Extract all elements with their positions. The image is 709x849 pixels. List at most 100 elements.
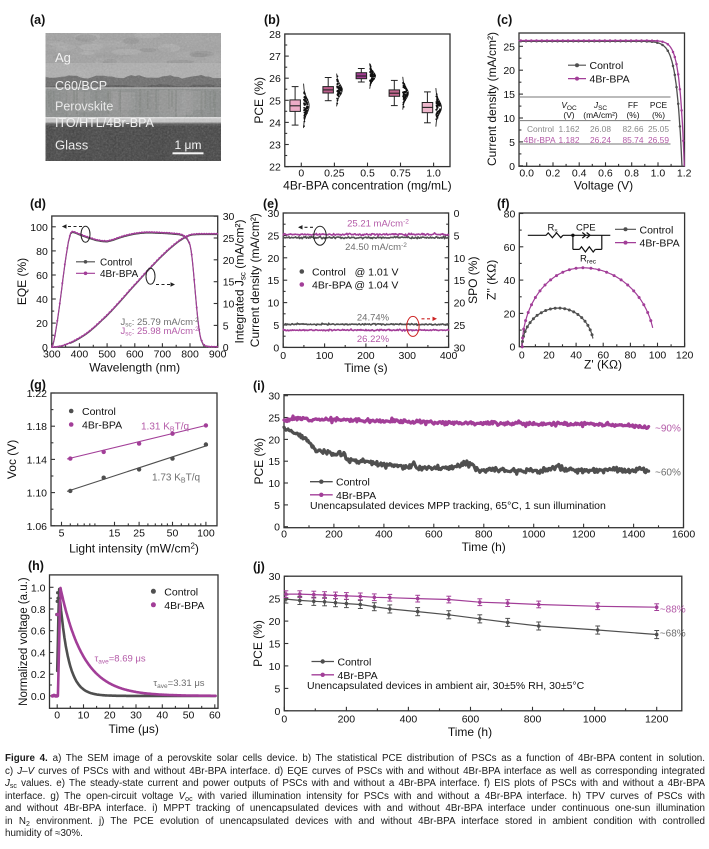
svg-text:25: 25 xyxy=(503,41,515,53)
svg-text:Control: Control xyxy=(640,224,674,236)
svg-text:0: 0 xyxy=(274,706,280,718)
svg-text:30: 30 xyxy=(268,391,280,403)
svg-text:(mA/cm²): (mA/cm²) xyxy=(583,110,618,120)
svg-text:4Br-BPA: 4Br-BPA xyxy=(82,420,122,432)
svg-text:Rrec: Rrec xyxy=(580,253,597,265)
svg-text:Current density (mA/cm²): Current density (mA/cm²) xyxy=(248,213,262,347)
svg-text:0.25: 0.25 xyxy=(324,168,345,180)
svg-text:15: 15 xyxy=(454,275,466,287)
svg-text:0: 0 xyxy=(454,208,460,220)
svg-text:80: 80 xyxy=(504,209,516,221)
svg-text:1.18: 1.18 xyxy=(27,421,48,433)
svg-text:4Br-BPA: 4Br-BPA xyxy=(336,490,376,502)
svg-text:0: 0 xyxy=(273,342,279,354)
svg-text:(a): (a) xyxy=(30,13,45,27)
svg-text:5: 5 xyxy=(273,320,279,332)
svg-text:Jsc: 25.79 mA/cm-2: Jsc: 25.79 mA/cm-2 xyxy=(121,317,200,329)
svg-text:~60%: ~60% xyxy=(655,468,681,479)
svg-text:40: 40 xyxy=(570,350,582,362)
svg-text:1200: 1200 xyxy=(572,529,596,541)
svg-text:C60/BCP: C60/BCP xyxy=(55,79,107,93)
svg-text:1.182: 1.182 xyxy=(559,135,580,145)
svg-text:24.50 mA/cm-2: 24.50 mA/cm-2 xyxy=(345,242,407,253)
svg-text:0.8: 0.8 xyxy=(31,604,46,616)
svg-text:Voc (V): Voc (V) xyxy=(5,440,19,479)
svg-text:0.0: 0.0 xyxy=(519,168,534,180)
svg-text:Control: Control xyxy=(336,477,370,489)
svg-text:800: 800 xyxy=(475,529,493,541)
svg-text:0: 0 xyxy=(298,168,304,180)
svg-text:(g): (g) xyxy=(30,378,46,392)
svg-text:1.0: 1.0 xyxy=(651,168,666,180)
svg-text:15: 15 xyxy=(109,528,121,540)
svg-text:~90%: ~90% xyxy=(655,424,681,435)
svg-text:4Br-BPA: 4Br-BPA xyxy=(640,238,680,250)
svg-text:100: 100 xyxy=(30,222,48,234)
svg-text:20: 20 xyxy=(269,616,281,628)
svg-text:1.14: 1.14 xyxy=(27,454,48,466)
svg-text:0: 0 xyxy=(509,342,515,354)
svg-text:50: 50 xyxy=(167,528,179,540)
svg-text:Integrated Jsc (mA/cm²): Integrated Jsc (mA/cm²) xyxy=(233,219,248,343)
svg-text:80: 80 xyxy=(36,246,48,258)
svg-text:(e): (e) xyxy=(263,197,278,211)
svg-text:10: 10 xyxy=(223,299,235,311)
svg-text:15: 15 xyxy=(268,275,280,287)
svg-text:Light intensity (mW/cm2): Light intensity (mW/cm2) xyxy=(69,542,199,556)
svg-text:(b): (b) xyxy=(264,13,280,27)
svg-text:0.2: 0.2 xyxy=(546,168,561,180)
svg-text:20: 20 xyxy=(503,65,515,77)
svg-text:0.6: 0.6 xyxy=(31,626,46,638)
svg-text:5: 5 xyxy=(59,528,65,540)
svg-text:400: 400 xyxy=(440,350,458,362)
svg-text:CPE: CPE xyxy=(576,222,596,233)
svg-text:10: 10 xyxy=(503,113,515,125)
svg-text:Normalized voltage (a.u.): Normalized voltage (a.u.) xyxy=(18,577,30,706)
svg-text:20: 20 xyxy=(454,298,466,310)
svg-text:Wavelength (nm): Wavelength (nm) xyxy=(89,361,180,375)
svg-text:Glass: Glass xyxy=(55,138,89,153)
svg-text:10: 10 xyxy=(268,298,280,310)
svg-text:~68%: ~68% xyxy=(660,628,686,639)
svg-text:5: 5 xyxy=(509,137,515,149)
svg-text:1600: 1600 xyxy=(672,529,696,541)
svg-text:10: 10 xyxy=(268,478,280,490)
svg-text:20: 20 xyxy=(36,318,48,330)
svg-text:30: 30 xyxy=(269,571,281,583)
svg-text:300: 300 xyxy=(398,350,416,362)
svg-text:1.31 KBT/q: 1.31 KBT/q xyxy=(141,422,189,434)
svg-text:15: 15 xyxy=(268,456,280,468)
svg-text:600: 600 xyxy=(425,529,443,541)
svg-text:EQE (%): EQE (%) xyxy=(15,258,29,305)
svg-text:15: 15 xyxy=(503,89,515,101)
svg-text:4Br-BPA: 4Br-BPA xyxy=(524,135,556,145)
svg-text:0: 0 xyxy=(223,342,229,354)
svg-text:100: 100 xyxy=(197,528,215,540)
svg-text:800: 800 xyxy=(181,349,199,361)
svg-text:4Br-BPA @ 1.04 V: 4Br-BPA @ 1.04 V xyxy=(312,280,398,292)
svg-text:200: 200 xyxy=(325,529,343,541)
svg-text:1.10: 1.10 xyxy=(27,488,48,500)
svg-text:Control @ 1.01 V: Control @ 1.01 V xyxy=(312,267,399,279)
svg-text:~88%: ~88% xyxy=(660,605,686,616)
svg-text:0: 0 xyxy=(42,342,48,354)
svg-text:1.06: 1.06 xyxy=(27,521,48,533)
svg-text:25: 25 xyxy=(268,230,280,242)
svg-text:1000: 1000 xyxy=(583,714,607,726)
svg-text:900: 900 xyxy=(209,349,227,361)
svg-text:25.21 mA/cm-2: 25.21 mA/cm-2 xyxy=(347,219,409,230)
svg-text:PCE (%): PCE (%) xyxy=(251,620,265,667)
svg-text:FF: FF xyxy=(628,100,638,110)
svg-text:4Br-BPA: 4Br-BPA xyxy=(590,74,630,86)
svg-text:4Br-BPA: 4Br-BPA xyxy=(338,670,378,682)
svg-text:5: 5 xyxy=(223,320,229,332)
svg-text:26: 26 xyxy=(269,73,281,85)
svg-text:Control: Control xyxy=(82,406,116,418)
svg-text:VOC: VOC xyxy=(561,100,577,112)
svg-text:(h): (h) xyxy=(28,559,44,573)
svg-text:Z' (KΩ): Z' (KΩ) xyxy=(584,358,622,372)
svg-text:24.74%: 24.74% xyxy=(357,312,390,323)
svg-text:100: 100 xyxy=(316,350,334,362)
svg-text:600: 600 xyxy=(126,349,144,361)
svg-text:26.24: 26.24 xyxy=(590,135,611,145)
